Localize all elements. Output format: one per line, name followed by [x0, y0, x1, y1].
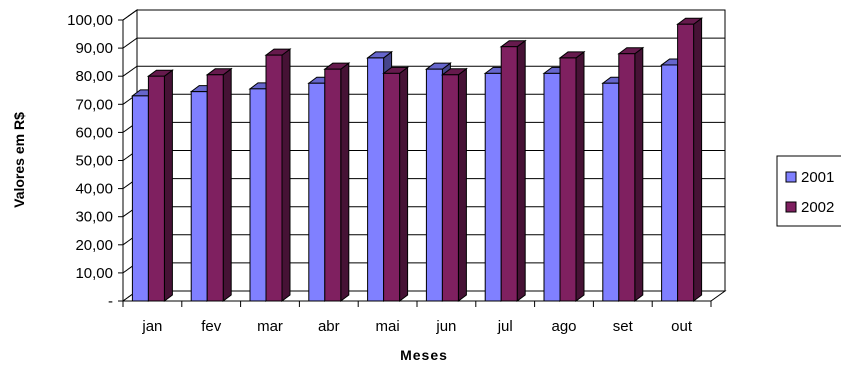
y-tick-label: 90,00 — [75, 40, 113, 57]
bar-2002-ago — [558, 50, 586, 302]
x-tick-label-mai: mai — [376, 318, 400, 335]
y-tick-label: - — [108, 293, 113, 310]
bar-front — [324, 68, 342, 302]
bar-front — [602, 82, 620, 302]
x-tick-label-mar: mar — [257, 318, 283, 335]
x-tick-label-abr: abr — [318, 318, 340, 335]
y-tick-label: 100,00 — [67, 12, 113, 29]
bar-side — [163, 69, 173, 302]
bar-side — [222, 67, 232, 302]
x-tick-label-out: out — [671, 318, 693, 335]
bar-front — [661, 64, 679, 302]
bar-2002-out — [676, 17, 704, 302]
bars — [130, 17, 704, 302]
y-tick-label: 70,00 — [75, 96, 113, 113]
bar-front — [618, 53, 636, 302]
y-tick-label: 60,00 — [75, 124, 113, 141]
gridline — [122, 65, 725, 77]
bar-side — [516, 39, 526, 302]
gridline — [122, 9, 725, 21]
x-tick-label-ago: ago — [551, 318, 576, 335]
x-tick-label-fev: fev — [201, 318, 222, 335]
legend: 2001 2002 — [776, 155, 841, 227]
bar-side — [575, 50, 585, 302]
bar-2002-jul — [499, 39, 527, 302]
bar-front — [543, 72, 561, 302]
bar-front — [265, 54, 283, 302]
bar-side — [693, 17, 703, 302]
bar-2002-mai — [382, 66, 410, 302]
bar-front — [190, 91, 208, 302]
y-axis-title: Valores em R$ — [11, 112, 27, 208]
legend-swatch-2001 — [785, 171, 797, 183]
bar-2002-jan — [146, 69, 174, 302]
bar-front — [559, 57, 577, 302]
bar-2002-jun — [440, 67, 468, 302]
bar-side — [457, 67, 467, 302]
bar-side — [634, 46, 644, 302]
legend-swatch-2002 — [785, 201, 797, 213]
y-tick-labels: - 10,00 20,00 30,00 40,00 50,00 60,00 70,00 80,0… — [67, 12, 113, 310]
bar-front — [131, 95, 149, 302]
y-tick-label: 30,00 — [75, 209, 113, 226]
bar-front — [500, 46, 518, 302]
bar-front — [425, 68, 443, 302]
x-tick-label-jul: jul — [497, 318, 513, 335]
bar-front — [484, 72, 502, 302]
y-tick-label: 40,00 — [75, 181, 113, 198]
x-tick-labels: jan fev mar abr mai jun jul ago set out — [141, 318, 692, 335]
bar-front — [206, 74, 224, 302]
bar-front — [677, 23, 695, 302]
legend-box — [776, 155, 841, 227]
bar-2002-mar — [264, 48, 292, 302]
bar-2002-fev — [205, 67, 233, 302]
y-tick-label: 80,00 — [75, 68, 113, 85]
bar-front — [308, 82, 326, 302]
legend-label-2001: 2001 — [801, 169, 834, 186]
bar-side — [281, 48, 291, 302]
bar-2002-abr — [323, 62, 351, 302]
bar-front — [147, 75, 165, 302]
bar-front — [367, 57, 385, 302]
bar-front — [249, 88, 267, 302]
y-tick-label: 20,00 — [75, 237, 113, 254]
bar-front — [383, 72, 401, 302]
x-tick-label-jun: jun — [435, 318, 456, 335]
x-axis-title: Meses — [400, 347, 448, 363]
bar-side — [399, 66, 409, 302]
y-tick-label: 50,00 — [75, 153, 113, 170]
y-tick-label: 10,00 — [75, 265, 113, 282]
x-tick-label-set: set — [613, 318, 634, 335]
bar-front — [441, 74, 459, 302]
bar-2002-set — [617, 46, 645, 302]
legend-label-2002: 2002 — [801, 199, 834, 216]
x-tick-label-jan: jan — [141, 318, 162, 335]
bar-side — [340, 62, 350, 302]
gridline — [122, 37, 725, 49]
